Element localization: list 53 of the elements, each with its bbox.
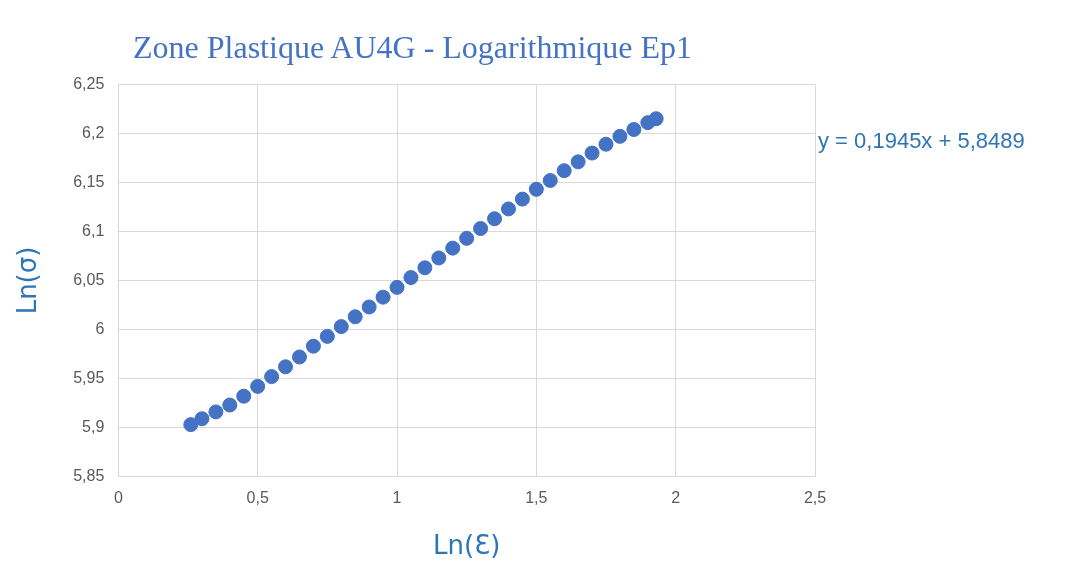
point — [264, 369, 280, 385]
y-tick-label: 6,1 — [82, 221, 105, 239]
x-tick-label: 2 — [671, 488, 681, 506]
y-tick-label: 6,05 — [73, 270, 105, 288]
y-tick-label: 5,9 — [82, 417, 105, 435]
point — [208, 404, 224, 420]
point — [473, 221, 489, 237]
point — [278, 359, 294, 375]
x-tick-label: 2,5 — [803, 488, 827, 506]
point — [333, 319, 349, 335]
y-tick-label: 5,95 — [73, 368, 105, 386]
y-axis-title: Ln(σ) — [12, 246, 43, 315]
point — [183, 417, 199, 433]
point — [459, 230, 475, 246]
point — [648, 111, 664, 127]
point — [542, 172, 558, 188]
point — [361, 299, 377, 315]
point — [291, 349, 307, 365]
x-tick-label: 1 — [392, 488, 402, 506]
point — [319, 328, 335, 344]
x-tick-label: 0,5 — [246, 488, 269, 506]
x-axis-title: Ln(Ɛ) — [433, 530, 501, 561]
point — [375, 289, 391, 305]
point — [487, 211, 503, 227]
point — [598, 136, 614, 152]
text: y = 0,1945x + 5,8489 — [818, 128, 1025, 154]
point — [194, 411, 210, 427]
point — [500, 201, 516, 217]
point — [445, 240, 461, 256]
x-tick-label: 1,5 — [525, 488, 548, 506]
point — [250, 378, 266, 394]
point — [417, 260, 433, 276]
chart-title: Zone Plastique AU4G - Logarithmique Ep1 — [132, 28, 693, 65]
point — [236, 388, 252, 404]
point — [570, 154, 586, 170]
point — [556, 163, 572, 179]
point — [389, 279, 405, 295]
y-tick-label: 6 — [95, 319, 105, 337]
point — [222, 397, 238, 413]
y-tick-label: 5,85 — [73, 467, 105, 485]
y-tick-label: 6,2 — [82, 123, 105, 141]
point — [612, 128, 628, 144]
point — [347, 309, 363, 325]
point — [403, 270, 419, 286]
point — [626, 122, 642, 137]
point — [305, 338, 321, 354]
y-tick-label: 6,15 — [73, 172, 105, 190]
point — [584, 145, 600, 161]
point — [514, 191, 530, 207]
x-tick-label: 0 — [113, 488, 123, 506]
point — [528, 181, 544, 197]
point — [431, 250, 447, 266]
y-tick-label: 6,25 — [73, 74, 105, 92]
